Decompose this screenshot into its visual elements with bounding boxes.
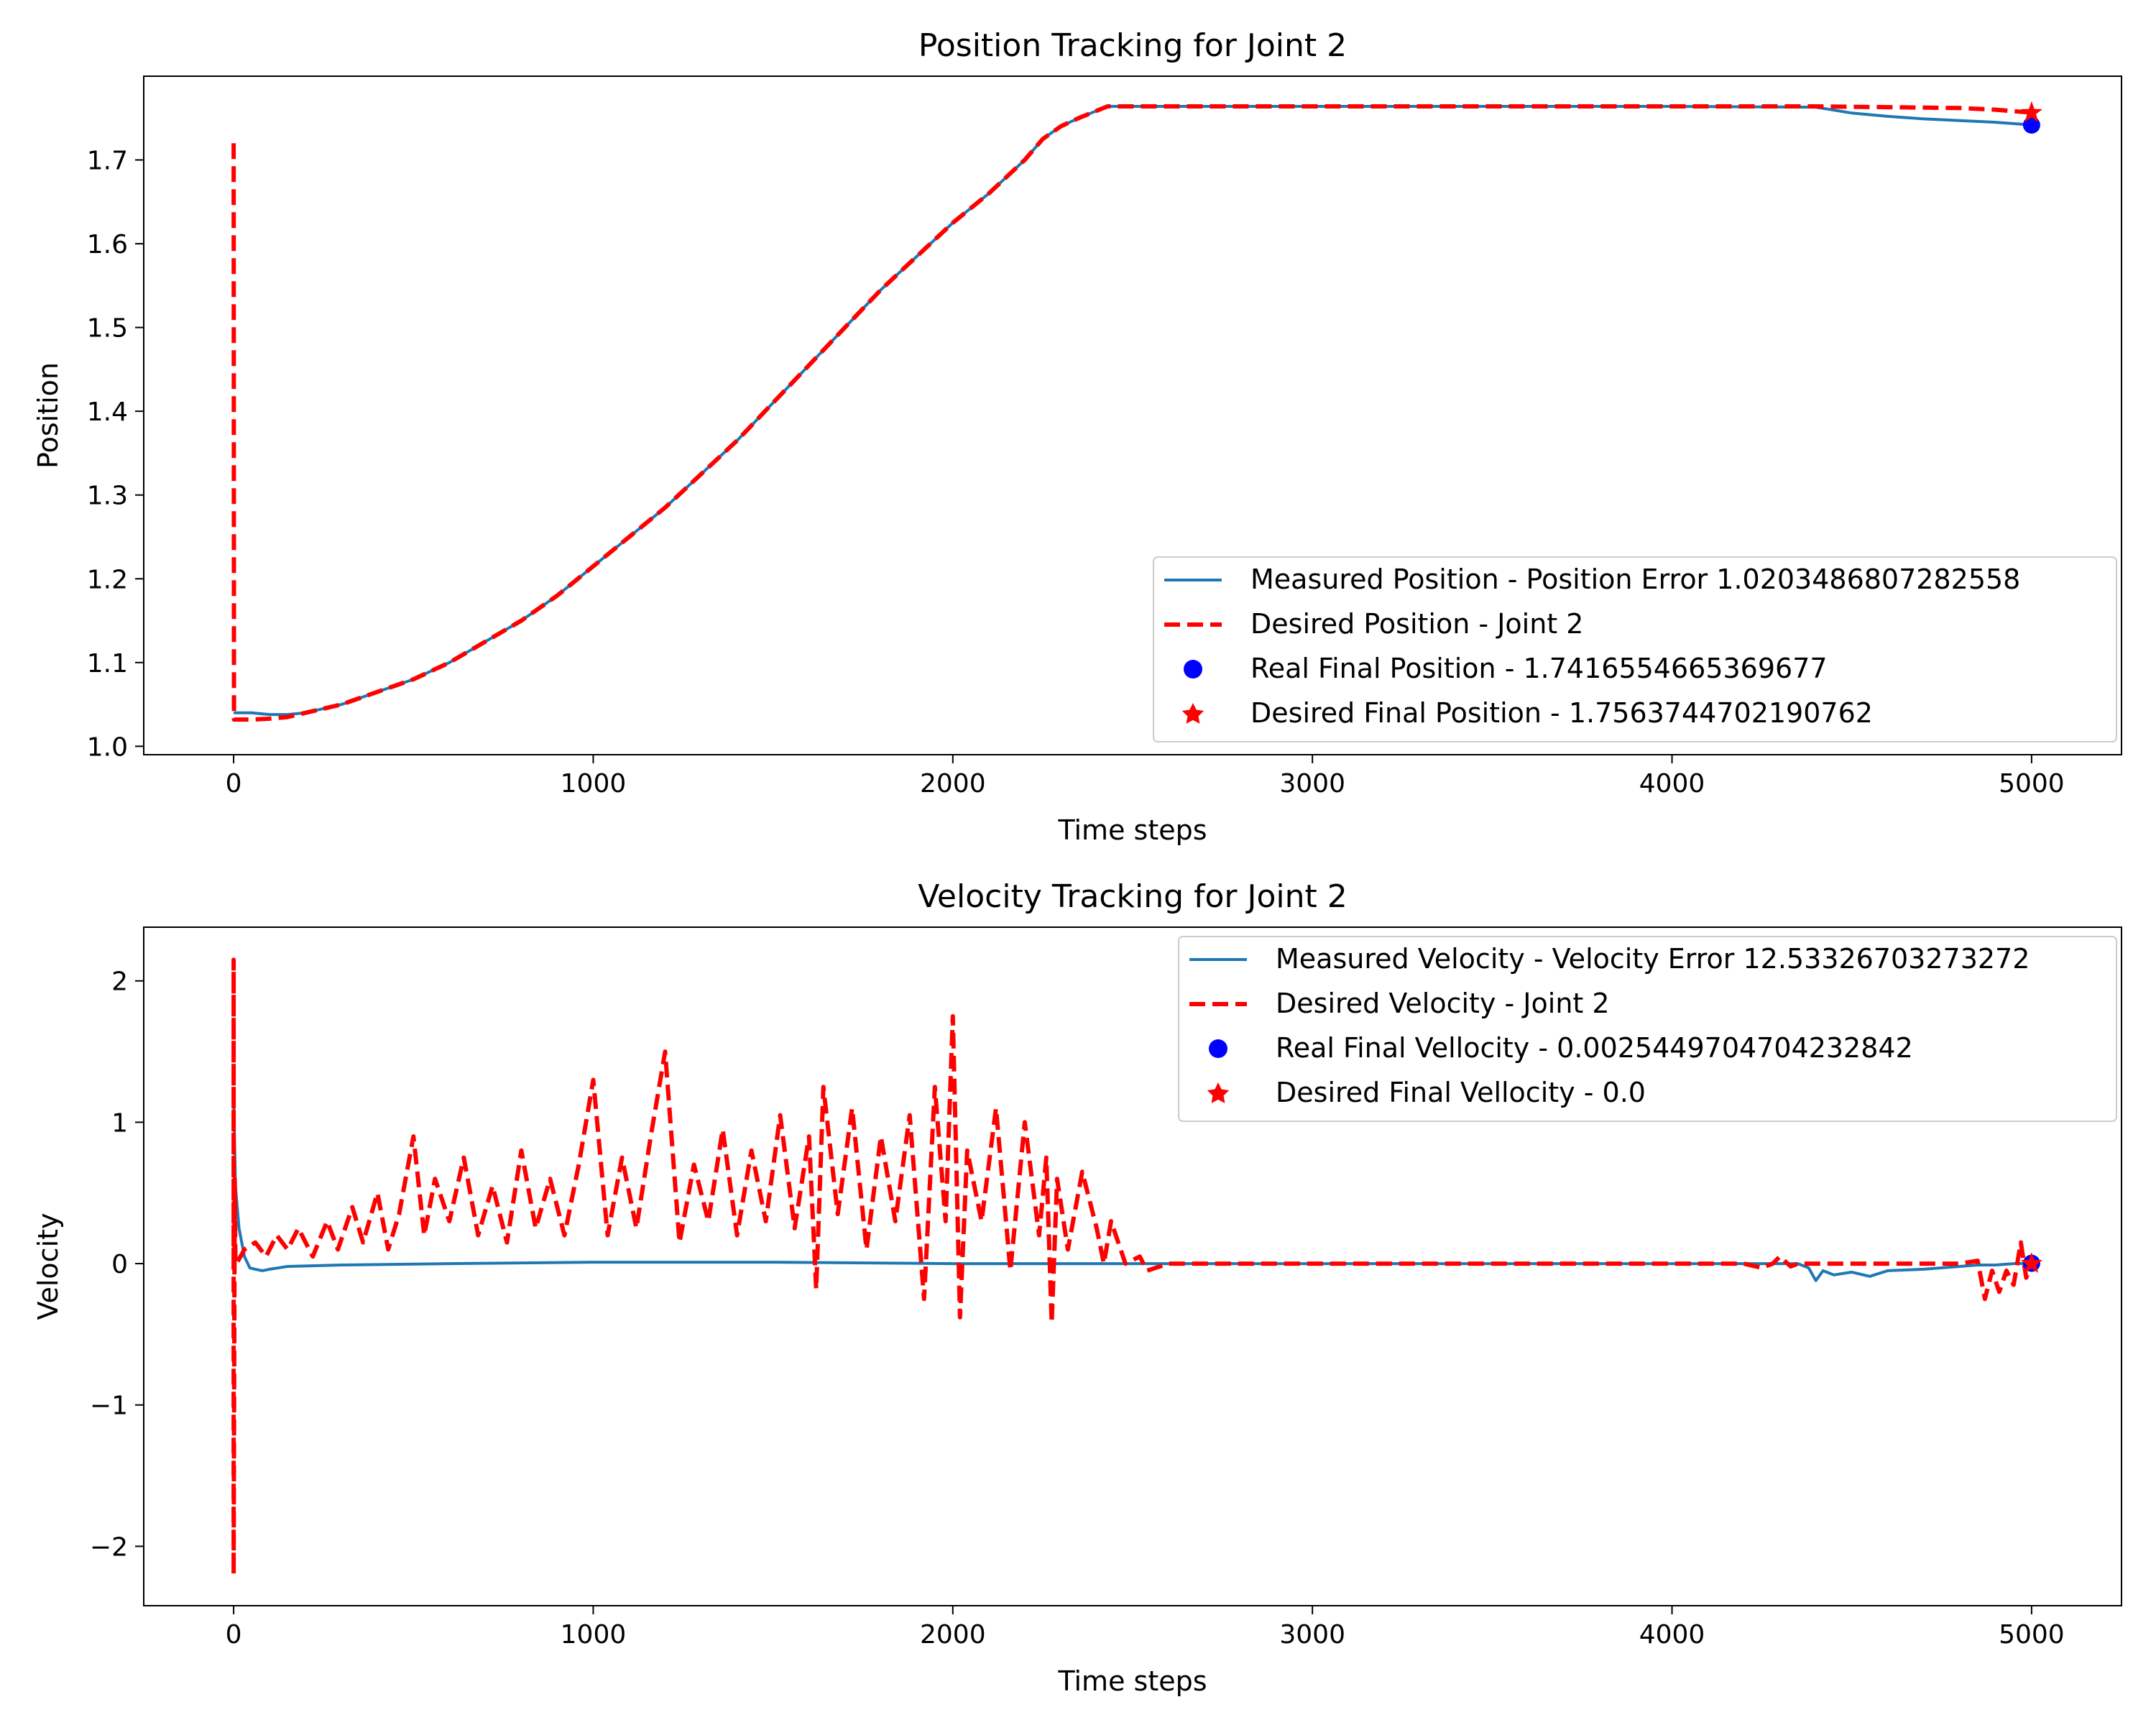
position-chart-title: Position Tracking for Joint 2 — [918, 27, 1347, 64]
position-y-tick-label: 1.2 — [87, 565, 128, 594]
position-x-tick-label: 1000 — [561, 769, 627, 799]
velocity-axes-frame — [143, 926, 2122, 1606]
velocity-y-axis-label: Velocity — [32, 1213, 64, 1320]
velocity-y-tick-label: −2 — [90, 1532, 128, 1562]
position-x-tick-label: 4000 — [1639, 769, 1705, 799]
legend-real-final-velocity-marker — [1209, 1039, 1227, 1058]
legend-real-final-position-label: Real Final Position - 1.7416554665369677 — [1250, 653, 1828, 684]
position-x-axis-label: Time steps — [1057, 814, 1207, 846]
position-y-axis-label: Position — [32, 362, 64, 469]
position-x-tick-label: 0 — [226, 769, 242, 799]
velocity-x-tick-label: 0 — [226, 1620, 242, 1650]
velocity-x-tick-label: 5000 — [1999, 1620, 2065, 1650]
position-y-tick-label: 1.4 — [87, 397, 128, 427]
legend-desired-position-label: Desired Position - Joint 2 — [1250, 608, 1583, 640]
velocity-x-tick-label: 4000 — [1639, 1620, 1705, 1650]
position-y-tick-label: 1.0 — [87, 732, 128, 762]
position-x-tick-label: 5000 — [1999, 769, 2065, 799]
position-legend: Measured Position - Position Error 1.020… — [1153, 556, 2117, 742]
velocity-desired-line — [231, 957, 2034, 1577]
position-y-tick-label: 1.3 — [87, 482, 128, 511]
position-y-tick-label: 1.5 — [87, 314, 128, 344]
legend-desired-velocity-label: Desired Velocity - Joint 2 — [1276, 988, 1610, 1019]
position-x-tick-label: 3000 — [1279, 769, 1345, 799]
velocity-y-tick-label: 2 — [111, 967, 128, 997]
legend-desired-final-velocity-label: Desired Final Vellocity - 0.0 — [1276, 1077, 1646, 1108]
velocity-y-tick-label: −1 — [90, 1392, 128, 1421]
velocity-y-tick-label: 0 — [111, 1250, 128, 1279]
legend-desired-final-velocity-marker — [1207, 1082, 1230, 1103]
position-chart: 0 1000 2000 3000 4000 5000 1.0 1.1 1.2 1.3 1.4 1.5 1… — [32, 27, 2122, 846]
position-x-tick-label: 2000 — [920, 769, 986, 799]
legend-real-final-position-marker — [1184, 660, 1202, 678]
position-desired-final-point — [2020, 101, 2043, 122]
velocity-x-tick-label: 3000 — [1279, 1620, 1345, 1650]
position-real-final-point — [2022, 116, 2040, 134]
legend-real-final-velocity-label: Real Final Vellocity - 0.002544970470423… — [1276, 1032, 1913, 1064]
position-y-tick-label: 1.7 — [87, 147, 128, 176]
velocity-desired-final-point — [2020, 1252, 2043, 1273]
legend-desired-final-position-label: Desired Final Position - 1.7563744702190… — [1250, 697, 1873, 729]
velocity-ticks: 0 1000 2000 3000 4000 5000 −2 −1 0 1 2 — [90, 967, 2065, 1650]
velocity-data-layer — [231, 957, 2043, 1577]
legend-measured-position-label: Measured Position - Position Error 1.020… — [1250, 564, 2020, 595]
velocity-x-tick-label: 2000 — [920, 1620, 986, 1650]
legend-desired-final-position-marker — [1181, 703, 1204, 724]
velocity-legend: Measured Velocity - Velocity Error 12.53… — [1178, 936, 2117, 1122]
position-y-tick-label: 1.1 — [87, 649, 128, 678]
legend-measured-velocity-label: Measured Velocity - Velocity Error 12.53… — [1276, 943, 2030, 975]
position-y-tick-label: 1.6 — [87, 230, 128, 259]
position-data-layer — [231, 101, 2043, 722]
position-ticks: 0 1000 2000 3000 4000 5000 1.0 1.1 1.2 1.3 1.4 1.5 1… — [87, 147, 2065, 799]
velocity-chart: 0 1000 2000 3000 4000 5000 −2 −1 0 1 2 Velocity Tr… — [32, 878, 2122, 1697]
position-desired-line — [231, 104, 2032, 722]
velocity-chart-title: Velocity Tracking for Joint 2 — [918, 878, 1347, 915]
velocity-y-tick-label: 1 — [111, 1108, 128, 1138]
velocity-x-tick-label: 1000 — [561, 1620, 627, 1650]
velocity-x-axis-label: Time steps — [1057, 1665, 1207, 1697]
position-axes-frame — [143, 75, 2122, 755]
